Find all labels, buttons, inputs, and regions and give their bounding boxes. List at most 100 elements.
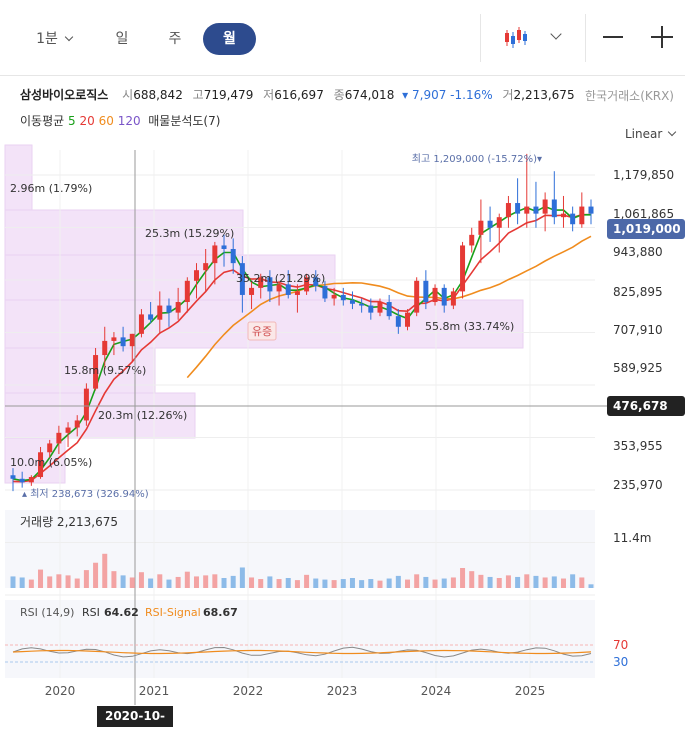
candle-body xyxy=(285,284,291,295)
candle-body xyxy=(267,277,273,292)
zoom-out-button[interactable] xyxy=(603,36,623,38)
ma-60: 60 xyxy=(98,114,114,128)
candle-body xyxy=(515,203,521,214)
volume-bar xyxy=(258,579,264,588)
candle-body xyxy=(74,420,80,428)
candle-body xyxy=(294,291,300,295)
chevron-down-icon xyxy=(64,32,74,42)
period-week-tab[interactable]: 주 xyxy=(168,31,182,47)
period-day-tab[interactable]: 일 xyxy=(115,31,129,47)
candle-body xyxy=(322,286,328,299)
indicator-legend[interactable]: 이동평균 5 20 60 120 매물분석도(7) xyxy=(20,112,220,129)
volume-bar xyxy=(340,579,346,588)
volume-bar xyxy=(505,575,511,588)
volume-bar xyxy=(102,553,108,588)
candle-body xyxy=(533,206,539,214)
volume-bar xyxy=(551,576,557,588)
candle-body xyxy=(441,287,447,306)
volume-bar xyxy=(10,576,16,588)
volume-bar xyxy=(579,577,585,588)
volume-bar xyxy=(193,576,199,588)
volume-bar xyxy=(487,576,493,588)
volume-profile-bar xyxy=(4,392,196,439)
volume-bar xyxy=(441,578,447,588)
price-chart[interactable]: 2.96m (1.79%) 25.3m (15.29%) 35.2m (21.29%… xyxy=(0,140,685,705)
candle-body xyxy=(193,270,199,281)
chart-type-chevron-icon[interactable] xyxy=(550,28,562,40)
candle-body xyxy=(83,388,89,421)
toolbar-divider xyxy=(585,14,586,62)
volume-bar xyxy=(414,574,420,588)
period-month-tab[interactable]: 월 xyxy=(203,23,256,55)
volume-bar xyxy=(377,580,383,588)
volume-profile-label: 35.2m (21.29%) xyxy=(236,272,325,285)
candle-body xyxy=(38,452,44,478)
zoom-in-button[interactable] xyxy=(651,26,673,48)
volume-profile-label: 15.8m (9.57%) xyxy=(64,364,146,377)
candle-body xyxy=(166,305,172,313)
candle-body xyxy=(175,302,181,313)
volume-profile-label: 55.8m (33.74%) xyxy=(425,320,514,333)
price-axis-label: 825,895 xyxy=(613,285,663,299)
period-minute-dropdown[interactable]: 1분 xyxy=(22,23,86,55)
candle-body xyxy=(56,432,62,444)
volume-bar xyxy=(28,579,34,588)
candle-body xyxy=(111,337,117,341)
volume-bar xyxy=(331,580,337,588)
candle-body xyxy=(102,340,108,356)
ma-20-line xyxy=(12,213,592,483)
volume-bar xyxy=(313,578,319,588)
high-value: 719,479 xyxy=(203,88,254,102)
volume-bar xyxy=(524,574,530,588)
volume-bar xyxy=(432,579,438,588)
volume-bar xyxy=(56,574,62,588)
volume-profile-label: 25.3m (15.29%) xyxy=(145,227,234,240)
scale-dropdown[interactable]: Linear xyxy=(625,127,677,141)
rsi-signal-label: RSI-Signal xyxy=(145,606,201,619)
candle-body xyxy=(395,316,401,327)
rsi-signal-line xyxy=(12,649,592,655)
volume-profile-label: 10.0m (6.05%) xyxy=(10,456,92,469)
candle-body xyxy=(478,220,484,235)
volume-title: 거래량 2,213,675 xyxy=(20,515,118,529)
volume-bar xyxy=(469,571,475,588)
volume-bar xyxy=(47,576,53,588)
rsi-30-label: 30 xyxy=(613,655,628,669)
volume-bar xyxy=(496,578,502,588)
close-value: 674,018 xyxy=(344,88,395,102)
candle-body xyxy=(414,280,420,313)
volume-bar xyxy=(276,579,282,588)
ma-120: 120 xyxy=(117,114,141,128)
volume-profile-label: 20.3m (12.26%) xyxy=(98,409,187,422)
volume-bar xyxy=(368,579,374,588)
ma-5-line xyxy=(12,205,591,482)
volume-bar xyxy=(533,575,539,588)
high-label: 고 xyxy=(192,88,204,102)
volume-bar xyxy=(157,574,163,588)
candle-body xyxy=(579,206,585,225)
rsi-label: RSI xyxy=(82,606,100,619)
rsi-title: RSI (14,9) xyxy=(20,606,74,619)
time-axis-label: 2023 xyxy=(327,684,358,698)
price-axis-label: 235,970 xyxy=(613,478,663,492)
time-axis-label: 2020 xyxy=(45,684,76,698)
candle-body xyxy=(221,245,227,249)
volume-bar xyxy=(138,572,144,588)
candlestick-icon[interactable] xyxy=(504,27,530,49)
candle-body xyxy=(505,203,511,218)
volume-profile-bar xyxy=(4,209,244,256)
rsi-panel xyxy=(5,600,595,678)
current-price-tag-bg xyxy=(607,219,685,239)
volume-profile-bar xyxy=(4,144,33,211)
volume-bar xyxy=(294,580,300,588)
volume-bar xyxy=(450,577,456,588)
volume-bar xyxy=(285,578,291,588)
volume-bar xyxy=(515,576,521,588)
crosshair-price-tag-bg xyxy=(607,396,685,416)
price-axis-label: 1,061,865 xyxy=(613,207,674,221)
time-axis-label: 2021 xyxy=(139,684,170,698)
volume-bar xyxy=(349,578,355,588)
volume-bar xyxy=(19,577,25,588)
candle-body xyxy=(450,291,456,306)
volume-bar xyxy=(460,568,466,588)
